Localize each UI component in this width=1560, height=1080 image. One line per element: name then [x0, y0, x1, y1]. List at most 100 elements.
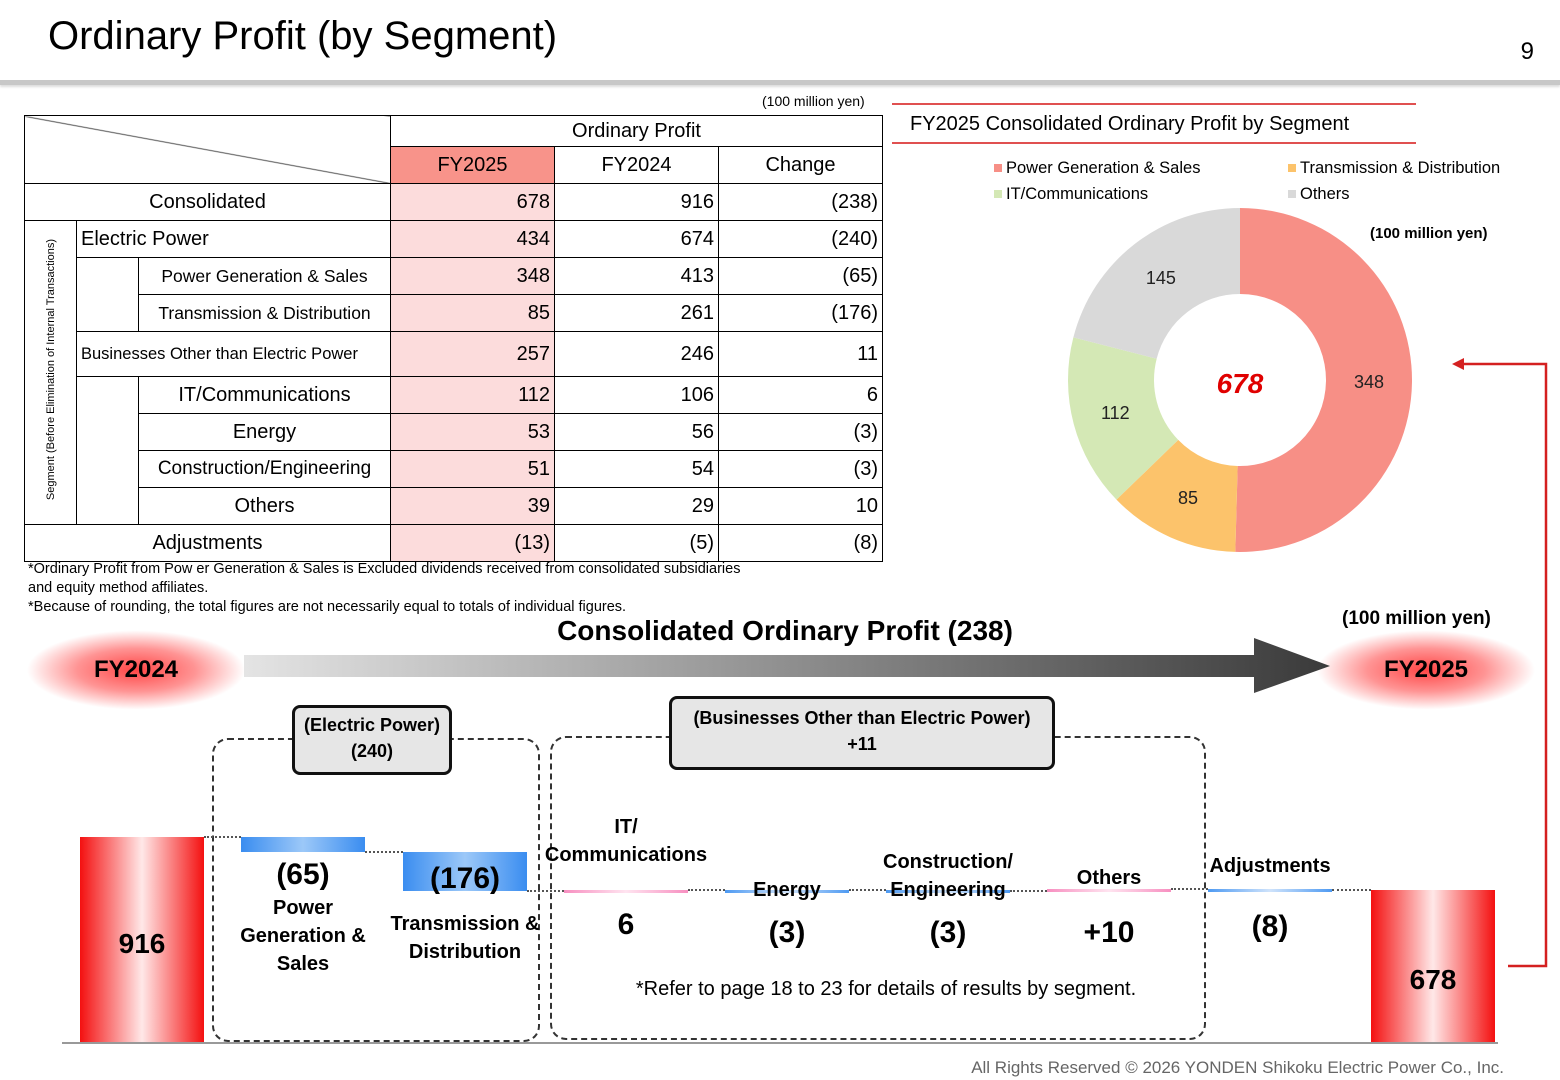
- cell-fy2025: 348: [390, 257, 555, 295]
- table-note-rounding: *Because of rounding, the total figures …: [28, 599, 627, 615]
- row-label: Adjustments: [24, 524, 391, 562]
- waterfall-step-label-line: Energy: [753, 879, 821, 901]
- waterfall-step-label: Others: [1007, 864, 1211, 892]
- legend-label: Others: [1300, 185, 1350, 203]
- waterfall-step-bar: [886, 890, 1010, 894]
- waterfall-step-bar: [403, 851, 527, 891]
- donut-chart: 678 348 85 112 145: [1068, 208, 1412, 552]
- waterfall-step-label-line: Engineering: [890, 879, 1006, 901]
- waterfall-step-value: 6: [617, 908, 635, 941]
- cell-fy2025: 85: [390, 294, 555, 332]
- waterfall-step-value: (176): [429, 862, 501, 895]
- donut-slice: [1235, 208, 1412, 552]
- cell-change: (240): [718, 220, 883, 258]
- indent-cell: [76, 376, 139, 525]
- table-row: Transmission & Distribution 85 261 (176): [25, 294, 883, 332]
- table-row: Adjustments (13) (5) (8): [24, 524, 883, 562]
- waterfall-connector: [365, 850, 403, 853]
- donut-slice-label: 145: [1146, 268, 1176, 288]
- cell-change: 6: [718, 376, 883, 414]
- legend-swatch: [994, 164, 1002, 172]
- tag-line: (Electric Power): [303, 715, 441, 735]
- waterfall-step-label-line: Construction/: [883, 851, 1013, 873]
- fy2024-glow: [26, 630, 246, 710]
- legend-item: Others: [1288, 185, 1350, 204]
- cell-fy2024: (5): [554, 524, 719, 562]
- legend-swatch: [1288, 190, 1296, 198]
- cell-fy2024: 674: [554, 220, 719, 258]
- col-header-fy2024: FY2024: [554, 146, 719, 184]
- table-row: Consolidated 678 916 (238): [24, 183, 883, 221]
- cell-fy2025: 51: [390, 450, 555, 488]
- waterfall-step-label: Power Generation & Sales: [201, 894, 405, 978]
- cell-change: 11: [718, 331, 883, 377]
- red-connector-arrow: [1452, 358, 1548, 968]
- other-business-tag: (Businesses Other than Electric Power) +…: [669, 696, 1055, 770]
- pie-title-rule-top: [892, 103, 1416, 105]
- waterfall-step-label: Energy: [685, 876, 889, 904]
- row-label: Consolidated: [24, 183, 391, 221]
- waterfall-step-label-line: Others: [1076, 867, 1142, 889]
- waterfall-unit: (100 million yen): [1342, 608, 1491, 629]
- row-label: Others: [138, 487, 391, 525]
- tag-value: (240): [350, 741, 394, 761]
- fy2025-total-value: 678: [1409, 964, 1457, 995]
- waterfall-step-label-line: Generation &: [240, 925, 366, 947]
- row-label: Energy: [138, 413, 391, 451]
- donut-slice-label: 348: [1354, 372, 1384, 392]
- table-note-dividends: *Ordinary Profit from Pow er Generation …: [28, 561, 741, 596]
- fy2025-glow: [1316, 630, 1536, 710]
- donut-slice: [1073, 208, 1240, 359]
- waterfall-step-label: IT/Communications: [524, 813, 728, 869]
- pie-title: FY2025 Consolidated Ordinary Profit by S…: [910, 113, 1350, 135]
- pie-title-rule-bottom: [892, 142, 1416, 144]
- table-row: Energy 53 56 (3): [25, 413, 883, 451]
- cell-change: (176): [718, 294, 883, 332]
- legend-item: IT/Communications: [994, 185, 1148, 204]
- waterfall-step-bar: [564, 889, 688, 893]
- col-header-fy2025: FY2025: [390, 146, 555, 184]
- legend-swatch: [994, 190, 1002, 198]
- donut-slice: [1116, 439, 1238, 552]
- row-label: Transmission & Distribution: [138, 294, 391, 332]
- copyright-footer: All Rights Reserved © 2026 YONDEN Shikok…: [971, 1058, 1504, 1077]
- fy2024-total-value: 916: [118, 928, 166, 959]
- waterfall-step-value: (3): [929, 916, 967, 949]
- waterfall-step-label-line: Adjustments: [1209, 855, 1331, 877]
- waterfall-connector: [849, 889, 886, 892]
- waterfall-connector: [204, 836, 241, 838]
- row-label: Electric Power: [76, 220, 391, 258]
- waterfall-connector: [688, 888, 725, 891]
- table-row: Segment (Before Elimination of Internal …: [24, 220, 883, 525]
- legend-label: Transmission & Distribution: [1300, 159, 1501, 177]
- waterfall-step-value: (3): [768, 916, 806, 949]
- page-title: Ordinary Profit (by Segment): [48, 14, 558, 58]
- legend-label: IT/Communications: [1006, 185, 1149, 203]
- donut-slice-label: 85: [1178, 488, 1198, 508]
- waterfall-step-value: (65): [276, 858, 330, 891]
- cell-change: (238): [718, 183, 883, 221]
- table-group-header: Ordinary Profit: [390, 115, 883, 147]
- cell-fy2024: 413: [554, 257, 719, 295]
- cell-fy2025: 53: [390, 413, 555, 451]
- fy2024-total-bar: [80, 837, 204, 1042]
- table-row: IT/Communications 112 106 6: [25, 376, 883, 525]
- tag-line: (Businesses Other than Electric Power): [693, 708, 1031, 728]
- legend-swatch: [1288, 164, 1296, 172]
- fy2024-label: FY2024: [93, 656, 179, 683]
- row-label: Construction/Engineering: [138, 450, 391, 488]
- waterfall-connector: [527, 889, 564, 892]
- table-row: Construction/Engineering 51 54 (3): [25, 450, 883, 488]
- waterfall-step-label-line: Sales: [276, 953, 330, 975]
- donut-slice-label: 112: [1101, 403, 1130, 423]
- table-row: Power Generation & Sales 348 413 (65): [25, 257, 883, 332]
- waterfall-connector: [1332, 889, 1371, 892]
- progress-arrow: [244, 638, 1330, 693]
- fy2025-label: FY2025: [1383, 656, 1469, 683]
- waterfall-baseline: [62, 1042, 1498, 1044]
- waterfall-step-label: Adjustments: [1168, 852, 1372, 880]
- cell-change: 10: [718, 487, 883, 525]
- waterfall-step-label-line: Power: [272, 897, 334, 919]
- waterfall-step-label: Construction/Engineering: [846, 848, 1050, 904]
- cell-fy2024: 106: [554, 376, 719, 414]
